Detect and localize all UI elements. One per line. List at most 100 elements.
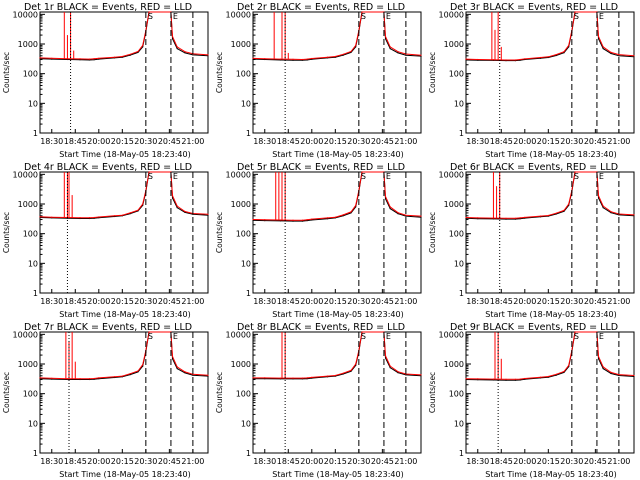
- detector-panel: Det 5r BLACK = Events, RED = LLD 1 10 100 10…: [215, 162, 422, 319]
- y-tick-label: 10: [454, 419, 464, 428]
- plot-frame: [252, 171, 422, 294]
- x-tick-label: 20:45: [158, 297, 181, 306]
- x-tick-label: 18:30: [40, 137, 63, 146]
- series-point: [384, 38, 387, 40]
- y-tick-label: 10000: [13, 330, 38, 339]
- series-point: [192, 374, 194, 376]
- series-point: [264, 58, 266, 60]
- series-point: [148, 171, 150, 173]
- x-tick-label: 20:15: [324, 297, 347, 306]
- series-point: [252, 57, 254, 59]
- series-point: [93, 216, 95, 219]
- x-tick-label: 20:00: [513, 137, 536, 146]
- series-point: [39, 377, 41, 379]
- series-point: [113, 56, 116, 58]
- series-point: [88, 58, 90, 60]
- series-point: [610, 211, 612, 213]
- y-tick-label: 10000: [439, 330, 464, 339]
- series-point: [397, 212, 399, 214]
- series-point: [397, 213, 399, 215]
- series-point: [384, 35, 387, 38]
- series-point: [574, 171, 576, 173]
- series-point: [597, 195, 600, 197]
- chart-title: Det 3r BLACK = Events, RED = LLD: [450, 2, 618, 13]
- series-point: [355, 44, 357, 47]
- series-point: [539, 56, 542, 59]
- marker-label: S: [574, 12, 579, 21]
- y-tick-label: 10000: [439, 10, 464, 19]
- y-tick-label: 1: [246, 129, 251, 138]
- series-point: [405, 374, 407, 376]
- series-point: [618, 55, 620, 57]
- detector-panel: Det 7r BLACK = Events, RED = LLD 1 10 100 10…: [2, 322, 209, 479]
- chart-title: Det 7r BLACK = Events, RED = LLD: [24, 322, 192, 333]
- series-point: [633, 215, 635, 217]
- series-point: [350, 211, 352, 213]
- lld-series-line: [465, 171, 635, 219]
- x-tick-label: 20:30: [560, 457, 583, 466]
- series-point: [514, 217, 516, 219]
- series-point: [602, 48, 604, 50]
- x-tick-label: 18:30: [40, 457, 63, 466]
- series-point: [306, 59, 308, 61]
- series-point: [171, 195, 174, 197]
- series-point: [602, 205, 604, 207]
- marker-label: S: [148, 12, 153, 21]
- series-point: [292, 58, 294, 60]
- series-point: [264, 220, 266, 222]
- series-point: [207, 54, 209, 56]
- marker-label: S: [361, 332, 366, 341]
- y-tick-label: 10: [454, 99, 464, 108]
- series-point: [420, 55, 422, 57]
- series-point: [334, 374, 336, 377]
- y-tick-label: 10000: [226, 170, 251, 179]
- x-tick-label: 20:45: [371, 137, 394, 146]
- x-tick-label: 21:00: [181, 297, 204, 306]
- series-point: [397, 51, 399, 53]
- series-point: [361, 171, 363, 173]
- y-tick-label: 10: [241, 419, 251, 428]
- series-point: [176, 46, 178, 48]
- series-point: [279, 219, 281, 221]
- y-tick-label: 1000: [444, 360, 464, 369]
- y-tick-label: 1000: [444, 200, 464, 209]
- marker-label: S: [361, 172, 366, 181]
- series-point: [618, 54, 620, 56]
- series-point: [384, 195, 387, 197]
- series-point: [311, 57, 313, 60]
- y-tick-label: 10: [241, 99, 251, 108]
- series-point: [547, 375, 549, 378]
- series-point: [563, 370, 565, 373]
- series-point: [342, 53, 344, 55]
- detector-panel: Det 6r BLACK = Events, RED = LLD 1 10 100 10…: [428, 162, 635, 319]
- x-tick-label: 20:30: [134, 297, 157, 306]
- series-point: [563, 52, 565, 54]
- series-point: [633, 374, 635, 377]
- x-tick-label: 20:15: [537, 457, 560, 466]
- series-point: [389, 365, 391, 367]
- series-point: [184, 51, 186, 53]
- events-series-line: [39, 11, 209, 61]
- detector-panel: Det 2r BLACK = Events, RED = LLD 1 10 100 10…: [215, 2, 422, 159]
- series-point: [597, 197, 600, 199]
- x-tick-label: 21:00: [181, 137, 204, 146]
- y-tick-label: 10000: [226, 10, 251, 19]
- series-point: [142, 44, 144, 47]
- y-tick-label: 10: [28, 99, 38, 108]
- y-tick-label: 1: [246, 289, 251, 298]
- series-point: [350, 369, 352, 371]
- series-point: [121, 55, 123, 58]
- marker-label: E: [386, 12, 391, 21]
- series-point: [176, 207, 178, 209]
- plot-frame: [465, 11, 635, 134]
- y-tick-label: 100: [236, 390, 251, 399]
- detector-panel: Det 4r BLACK = Events, RED = LLD 1 10 100 10…: [2, 162, 209, 319]
- series-point: [264, 377, 266, 379]
- series-point: [519, 58, 521, 61]
- series-point: [88, 378, 90, 380]
- series-point: [389, 48, 391, 50]
- series-point: [633, 214, 635, 216]
- series-point: [184, 211, 186, 213]
- marker-label: E: [599, 12, 604, 21]
- lld-series-line: [252, 171, 422, 221]
